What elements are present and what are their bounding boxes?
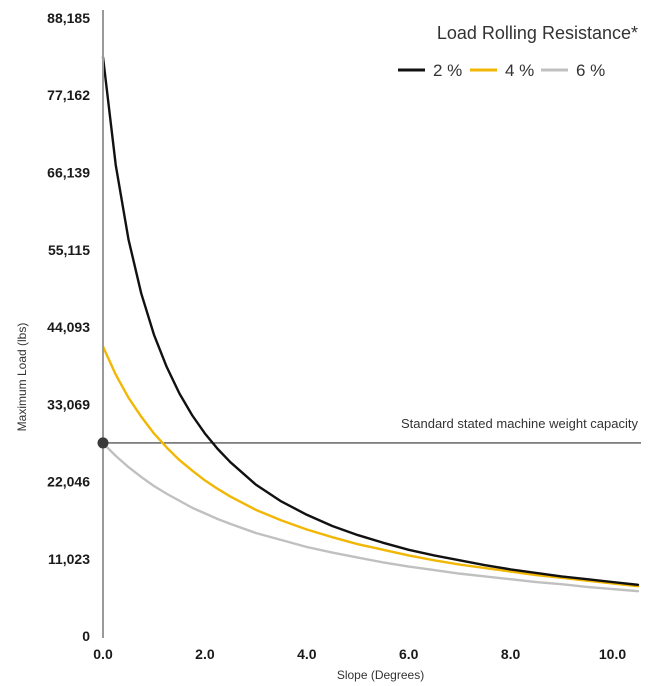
series-line-3: [101, 442, 640, 593]
legend-label-3: 6 %: [576, 61, 605, 80]
legend: 2 % 4 % 6 %: [398, 61, 605, 80]
x-tick-label: 4.0: [297, 646, 317, 662]
x-tick-label: 8.0: [501, 646, 521, 662]
y-axis-title: Maximum Load (lbs): [15, 323, 29, 432]
x-axis-ticks: 0.0 2.0 4.0 6.0 8.0 10.0: [93, 646, 626, 662]
y-tick-label: 55,115: [48, 242, 90, 258]
y-tick-label: 22,046: [47, 474, 90, 490]
y-axis-ticks: 0 11,023 22,046 33,069 44,093 55,115 66,139 77,…: [47, 10, 90, 644]
x-axis-title: Slope (Degrees): [337, 668, 424, 682]
x-tick-label: 2.0: [195, 646, 215, 662]
series-line-1: [101, 55, 640, 587]
y-tick-label: 77,162: [47, 87, 90, 103]
reference-line-label: Standard stated machine weight capacity: [401, 416, 639, 431]
y-tick-label: 44,093: [47, 319, 90, 335]
y-tick-label: 66,139: [47, 164, 90, 180]
y-tick-label: 88,185: [47, 10, 90, 26]
x-tick-label: 0.0: [93, 646, 113, 662]
x-tick-label: 10.0: [599, 646, 626, 662]
reference-point-marker: [97, 437, 109, 449]
series-lines: [101, 55, 640, 593]
series-line-2: [101, 345, 640, 588]
legend-title: Load Rolling Resistance*: [437, 23, 638, 43]
legend-label-2: 4 %: [505, 61, 534, 80]
y-tick-label: 33,069: [47, 396, 90, 412]
x-tick-label: 6.0: [399, 646, 419, 662]
y-tick-label: 0: [82, 628, 90, 644]
legend-label-1: 2 %: [433, 61, 462, 80]
y-tick-label: 11,023: [48, 551, 90, 567]
